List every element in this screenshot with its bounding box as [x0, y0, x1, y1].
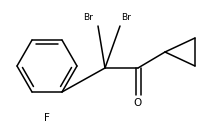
Text: F: F [44, 113, 50, 123]
Text: Br: Br [83, 13, 93, 22]
Text: O: O [134, 98, 142, 108]
Text: Br: Br [121, 13, 131, 22]
